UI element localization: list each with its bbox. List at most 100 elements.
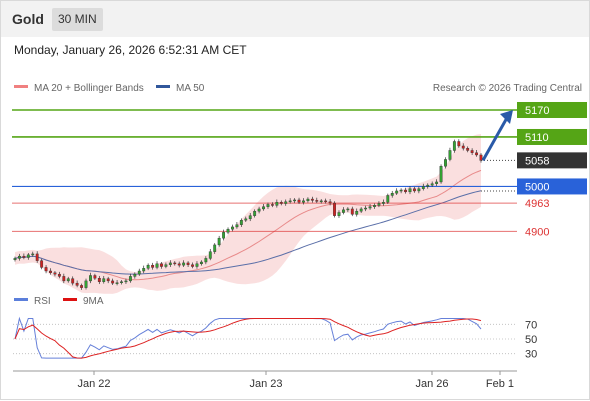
candle-body — [177, 263, 181, 266]
legend-label-9ma: 9MA — [83, 296, 104, 307]
candle-body — [470, 150, 474, 153]
candle-body — [253, 210, 257, 216]
candle-body — [346, 208, 350, 211]
legend-label-rsi: RSI — [34, 296, 51, 307]
price-panel: 5170 5110 5058 5000 4963 4900 — [12, 101, 587, 294]
candle-body — [466, 148, 470, 151]
bollinger-bands-layer — [15, 134, 481, 294]
level-box-5110 — [517, 128, 587, 145]
candle-body — [155, 263, 159, 268]
candle-body — [302, 200, 305, 203]
level-label-4963: 4963 — [525, 198, 549, 210]
candle-body — [186, 262, 190, 265]
forecast-arrow-shaft — [481, 115, 510, 162]
forecast-arrow-layer — [481, 109, 513, 162]
candle-body — [217, 237, 221, 246]
candle-body — [457, 141, 461, 147]
level-box-5000 — [517, 178, 587, 195]
ma50-line — [14, 190, 482, 275]
candle-body — [297, 199, 301, 203]
candle-body — [191, 264, 194, 267]
candle-body — [89, 275, 92, 282]
timeframe-button[interactable]: 30 MIN — [52, 8, 103, 31]
candle-body — [115, 282, 119, 284]
candle-body — [35, 253, 39, 261]
candle-body — [26, 254, 30, 258]
candle-body — [475, 152, 478, 156]
candle-body — [426, 184, 430, 187]
current-price-box — [517, 152, 587, 169]
rsi-axis-ticks: 70 50 30 — [525, 319, 537, 360]
legend-label-ma50: MA 50 — [176, 83, 205, 94]
candle-body — [364, 207, 368, 210]
candle-body — [62, 276, 66, 282]
date-label: Jan 23 — [249, 378, 282, 390]
candle-body — [324, 200, 328, 203]
candle-body — [40, 260, 44, 268]
instrument-title: Gold — [12, 11, 44, 27]
candle-body — [22, 255, 26, 258]
candle-body — [248, 215, 252, 220]
candle-body — [204, 258, 208, 263]
candle-body — [373, 205, 376, 207]
candle-body — [44, 267, 48, 272]
candle-body — [182, 262, 186, 266]
candle-body — [133, 273, 137, 277]
level-label-5110: 5110 — [525, 132, 549, 144]
rsi-gridlines — [13, 323, 517, 355]
rsi-lines-layer — [14, 316, 482, 359]
candle-body — [319, 200, 323, 203]
candle-body — [235, 224, 239, 228]
level-label-4900: 4900 — [525, 226, 549, 238]
candle-body — [337, 212, 341, 216]
top-bar: Gold 30 MIN — [1, 1, 589, 37]
candle-body — [137, 270, 141, 275]
level-label-5058: 5058 — [525, 155, 549, 167]
candle-body — [102, 278, 106, 282]
price-levels-layer: 5170 5110 5058 5000 4963 4900 — [12, 101, 587, 238]
research-credit: Research © 2026 Trading Central — [433, 83, 582, 94]
candle-body — [124, 280, 128, 283]
candle-body — [13, 258, 17, 260]
candle-body — [355, 210, 359, 215]
date-label: Feb 1 — [486, 378, 514, 390]
candle-body — [71, 278, 75, 284]
candle-body — [222, 232, 226, 239]
candle-body — [213, 244, 217, 252]
candle-body — [315, 200, 319, 202]
candle-body — [390, 192, 394, 196]
candle-body — [80, 285, 83, 288]
candle-body — [279, 201, 283, 204]
candle-body — [359, 208, 363, 212]
candle-body — [111, 280, 115, 284]
candle-body — [377, 203, 381, 206]
rsi-tick-label: 30 — [525, 349, 537, 361]
legend-swatch-rsi — [14, 298, 28, 301]
candle-body — [146, 264, 150, 269]
candle-body — [284, 201, 288, 204]
rsi-panel: RSI 9MA 70 50 30 — [13, 296, 537, 361]
candle-body — [262, 206, 265, 210]
candle-body — [151, 264, 155, 268]
candle-body — [404, 189, 407, 193]
candle-body — [461, 145, 465, 149]
candle-body — [452, 141, 456, 151]
rsi-tick-label: 70 — [525, 319, 537, 331]
candle-body — [448, 150, 452, 160]
candle-body — [333, 202, 336, 216]
price-legend: MA 20 + Bollinger Bands MA 50 Research ©… — [14, 83, 582, 94]
candle-body — [226, 228, 230, 233]
candle-body — [430, 183, 434, 186]
candle-body — [421, 186, 425, 189]
candle-body — [57, 273, 61, 277]
candle-body — [239, 219, 243, 225]
candle-body — [275, 201, 279, 206]
rsi-ma-line — [14, 318, 482, 359]
candle-body — [395, 190, 399, 194]
chart-timestamp: Monday, January 26, 2026 6:52:31 AM CET — [14, 43, 247, 57]
candle-body — [142, 268, 146, 272]
candle-body — [231, 226, 234, 230]
date-axis: Jan 22 Jan 23 Jan 26 Feb 1 — [13, 370, 517, 390]
candle-body — [306, 198, 310, 202]
